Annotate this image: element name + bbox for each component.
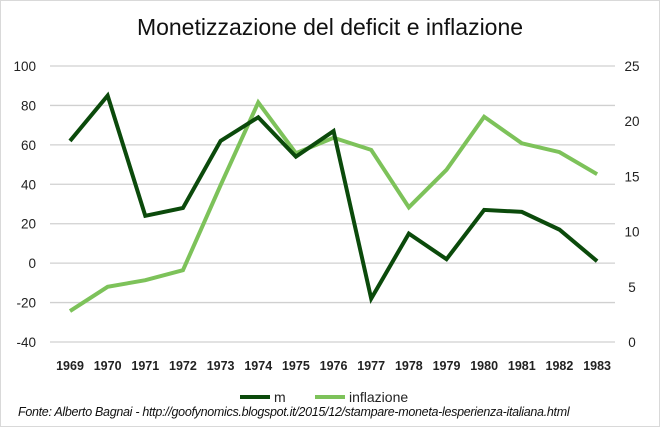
x-tick-label: 1972 [169,359,197,373]
y-left-tick-label: 100 [13,59,36,74]
x-tick-label: 1983 [583,359,611,373]
y-left-tick-label: -20 [16,296,36,311]
x-tick-label: 1976 [320,359,348,373]
legend-label-inflazione: inflazione [349,389,408,405]
y-right-tick-label: 0 [628,335,636,350]
x-tick-label: 1975 [282,359,310,373]
source-note: Fonte: Alberto Bagnai - http://goofynomi… [18,405,570,419]
x-tick-label: 1979 [433,359,461,373]
x-tick-label: 1978 [395,359,423,373]
legend-label-m: m [274,389,286,405]
x-tick-label: 1977 [357,359,385,373]
y-left-tick-label: -40 [16,335,36,350]
x-tick-label: 1969 [56,359,84,373]
x-tick-label: 1980 [470,359,498,373]
y-left-tick-label: 0 [28,256,36,271]
y-right-tick-label: 15 [624,169,639,184]
x-tick-label: 1973 [207,359,235,373]
y-left-tick-label: 80 [21,98,36,113]
chart-title: Monetizzazione del deficit e inflazione [136,14,524,40]
series-line-m [68,91,599,305]
y-left-tick-label: 20 [21,217,36,232]
x-tick-label: 1981 [508,359,536,373]
y-left-tick-label: 40 [21,177,36,192]
y-right-tick-label: 20 [624,114,639,129]
y-right-tick-label: 25 [624,59,639,74]
x-tick-label: 1970 [94,359,122,373]
x-tick-label: 1974 [244,359,272,373]
x-tick-label: 1982 [546,359,574,373]
y-right-tick-label: 5 [628,280,636,295]
x-tick-label: 1971 [131,359,159,373]
y-right-tick-label: 10 [624,225,639,240]
y-left-tick-label: 60 [21,138,36,153]
